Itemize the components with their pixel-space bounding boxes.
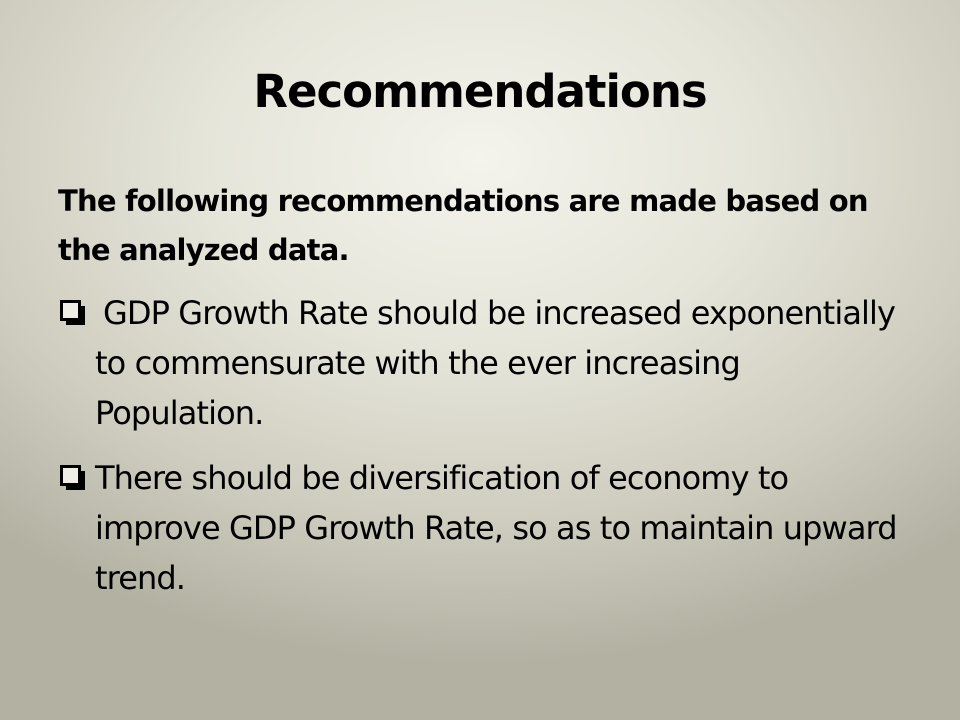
recommendation-text: GDP Growth Rate should be increased expo… xyxy=(95,294,896,432)
recommendation-text: There should be diversification of econo… xyxy=(95,459,898,597)
recommendation-item: GDP Growth Rate should be increased expo… xyxy=(58,288,908,438)
checkbox-icon xyxy=(60,300,85,325)
intro-text: The following recommendations are made b… xyxy=(58,184,869,267)
recommendation-list: GDP Growth Rate should be increased expo… xyxy=(58,288,908,603)
slide-title: Recommendations xyxy=(253,65,707,118)
recommendation-item: There should be diversification of econo… xyxy=(58,453,908,603)
checkbox-icon xyxy=(60,465,85,490)
